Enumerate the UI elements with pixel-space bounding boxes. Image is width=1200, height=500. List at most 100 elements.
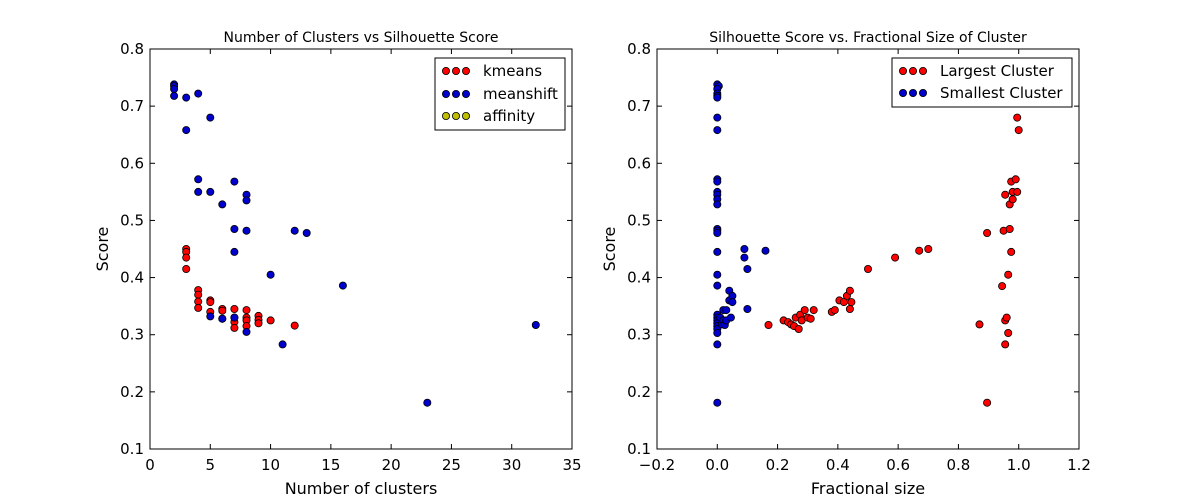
data-point-smallest-cluster (740, 244, 749, 253)
data-point-meanshift (278, 340, 287, 349)
data-point-smallest-cluster (728, 298, 737, 307)
x-tick-label: 1.0 (1007, 456, 1031, 474)
data-point-smallest-cluster (713, 270, 722, 279)
data-point-meanshift (194, 89, 203, 98)
y-tick-label: 0.2 (120, 383, 144, 401)
data-point-meanshift (230, 224, 239, 233)
data-point-smallest-cluster (726, 313, 735, 322)
legend-label: kmeans (483, 62, 542, 80)
data-point-meanshift (194, 175, 203, 184)
y-axis-label: Score (93, 227, 112, 272)
legend-entry-kmeans: kmeans (441, 62, 542, 80)
data-point-meanshift (290, 226, 299, 235)
data-point-largest-cluster (1013, 187, 1022, 196)
x-tick-label: 10 (261, 456, 280, 474)
data-point-kmeans (266, 316, 275, 325)
data-point-smallest-cluster (713, 398, 722, 407)
data-point-largest-cluster (915, 246, 924, 255)
y-tick-label: 0.3 (627, 326, 651, 344)
x-tick-label: 35 (562, 456, 581, 474)
chart-title: Number of Clusters vs Silhouette Score (224, 30, 499, 46)
data-point-largest-cluster (975, 320, 984, 329)
legend-marker (451, 112, 460, 121)
data-point-largest-cluster (924, 244, 933, 253)
data-point-meanshift (266, 270, 275, 279)
legend-marker (909, 89, 918, 98)
data-point-kmeans (254, 319, 263, 328)
legend-marker (909, 67, 918, 76)
data-point-kmeans (230, 323, 239, 332)
y-tick-label: 0.1 (120, 440, 144, 458)
y-tick-label: 0.4 (120, 269, 144, 287)
data-point-meanshift (242, 226, 251, 235)
data-point-smallest-cluster (722, 306, 731, 315)
data-point-kmeans (182, 253, 191, 262)
data-point-smallest-cluster (713, 340, 722, 349)
data-point-kmeans (230, 304, 239, 313)
data-point-meanshift (531, 320, 540, 329)
legend-marker (451, 67, 460, 76)
x-tick-label: 0.8 (946, 456, 970, 474)
plot-frame (656, 48, 1080, 450)
data-point-smallest-cluster (713, 328, 722, 337)
data-point-smallest-cluster (761, 246, 770, 255)
x-tick-label: 20 (382, 456, 401, 474)
tick-group: 0 5 10 15 20 25 30 35 0.1 0.2 0.3 0.4 0.5 0.6 0.7 0.8 (120, 40, 581, 474)
y-tick-label: 0.8 (627, 40, 651, 58)
legend-label: Smallest Cluster (940, 84, 1063, 102)
data-point-meanshift (242, 196, 251, 205)
legend-marker (899, 89, 908, 98)
tick-group: −0.2 0.0 0.2 0.4 0.6 0.8 1.0 1.2 0.1 0.2 0.3 0.4 0.5… (627, 40, 1091, 474)
data-point-largest-cluster (1004, 328, 1013, 337)
legend: Largest Cluster Smallest Cluster (891, 57, 1073, 108)
y-tick-label: 0.7 (120, 97, 144, 115)
chart-clusters-vs-score: Number of Clusters vs Silhouette Score 0… (93, 30, 582, 498)
data-point-smallest-cluster (713, 200, 722, 209)
data-point-meanshift (302, 228, 311, 237)
legend-label: Largest Cluster (940, 62, 1055, 80)
y-tick-label: 0.5 (627, 211, 651, 229)
x-tick-label: 0.6 (886, 456, 910, 474)
data-point-largest-cluster (830, 306, 839, 315)
data-point-largest-cluster (998, 282, 1007, 291)
data-point-largest-cluster (983, 228, 992, 237)
data-point-meanshift (182, 93, 191, 102)
x-tick-label: 1.2 (1067, 456, 1091, 474)
data-point-smallest-cluster (713, 126, 722, 135)
x-tick-label: 0.0 (705, 456, 729, 474)
data-point-meanshift (182, 126, 191, 135)
data-point-kmeans (218, 306, 227, 315)
legend-marker (919, 89, 928, 98)
y-tick-label: 0.7 (627, 97, 651, 115)
data-point-meanshift (230, 313, 239, 322)
data-point-meanshift (230, 177, 239, 186)
legend-marker (461, 67, 470, 76)
data-point-meanshift (242, 327, 251, 336)
data-point-largest-cluster (891, 253, 900, 262)
data-point-largest-cluster (1013, 113, 1022, 122)
legend-marker (919, 67, 928, 76)
data-point-largest-cluster (845, 304, 854, 313)
data-point-largest-cluster (864, 264, 873, 273)
data-point-meanshift (218, 314, 227, 323)
data-point-meanshift (338, 281, 347, 290)
data-point-meanshift (206, 187, 215, 196)
data-point-largest-cluster (1001, 340, 1010, 349)
data-point-largest-cluster (1001, 190, 1010, 199)
legend-entry-smallest-cluster: Smallest Cluster (899, 84, 1063, 102)
legend: kmeans meanshift affinity (434, 57, 566, 131)
y-tick-label: 0.2 (627, 383, 651, 401)
data-point-smallest-cluster (713, 247, 722, 256)
y-axis-label: Score (600, 227, 619, 272)
legend-label: meanshift (483, 85, 558, 103)
legend-marker (899, 67, 908, 76)
data-point-kmeans (206, 298, 215, 307)
data-point-kmeans (194, 290, 203, 299)
data-point-largest-cluster (809, 306, 818, 315)
x-tick-label: −0.2 (639, 456, 675, 474)
plot-frame (149, 48, 573, 450)
data-point-largest-cluster (1007, 247, 1016, 256)
x-tick-label: 30 (502, 456, 521, 474)
data-point-largest-cluster (794, 324, 803, 333)
